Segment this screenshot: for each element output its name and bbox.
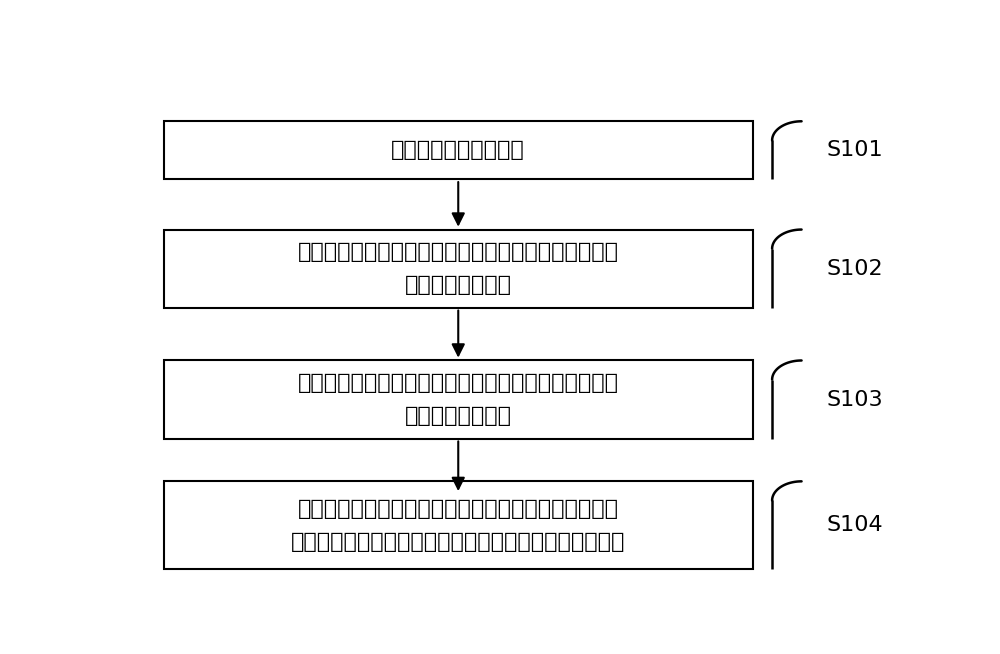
Text: 获取截面类型分布信息，确定截面类型个数、提取拱桥
高度、截面面积、截面惯性矩、吊杆面积及分布结构参数: 获取截面类型分布信息，确定截面类型个数、提取拱桥 高度、截面面积、截面惯性矩、吊… xyxy=(291,499,625,552)
Bar xyxy=(164,121,753,179)
Text: S101: S101 xyxy=(826,140,883,160)
Text: 获取拱桥类型参数信息: 获取拱桥类型参数信息 xyxy=(391,140,525,160)
Text: 获取拱桥跨度布置信息，划分纵桥向吊杆力影响线网格
，提取间隔及个数: 获取拱桥跨度布置信息，划分纵桥向吊杆力影响线网格 ，提取间隔及个数 xyxy=(298,242,619,295)
Text: S102: S102 xyxy=(826,258,883,279)
Bar xyxy=(164,481,753,570)
Text: S103: S103 xyxy=(826,390,883,409)
Text: 获取桥面宽度布置信息，划分横桥向吊杆力影响线网格
，提取间隔及个数: 获取桥面宽度布置信息，划分横桥向吊杆力影响线网格 ，提取间隔及个数 xyxy=(298,373,619,426)
Text: S104: S104 xyxy=(826,515,883,536)
Bar xyxy=(164,360,753,439)
Bar xyxy=(164,230,753,307)
